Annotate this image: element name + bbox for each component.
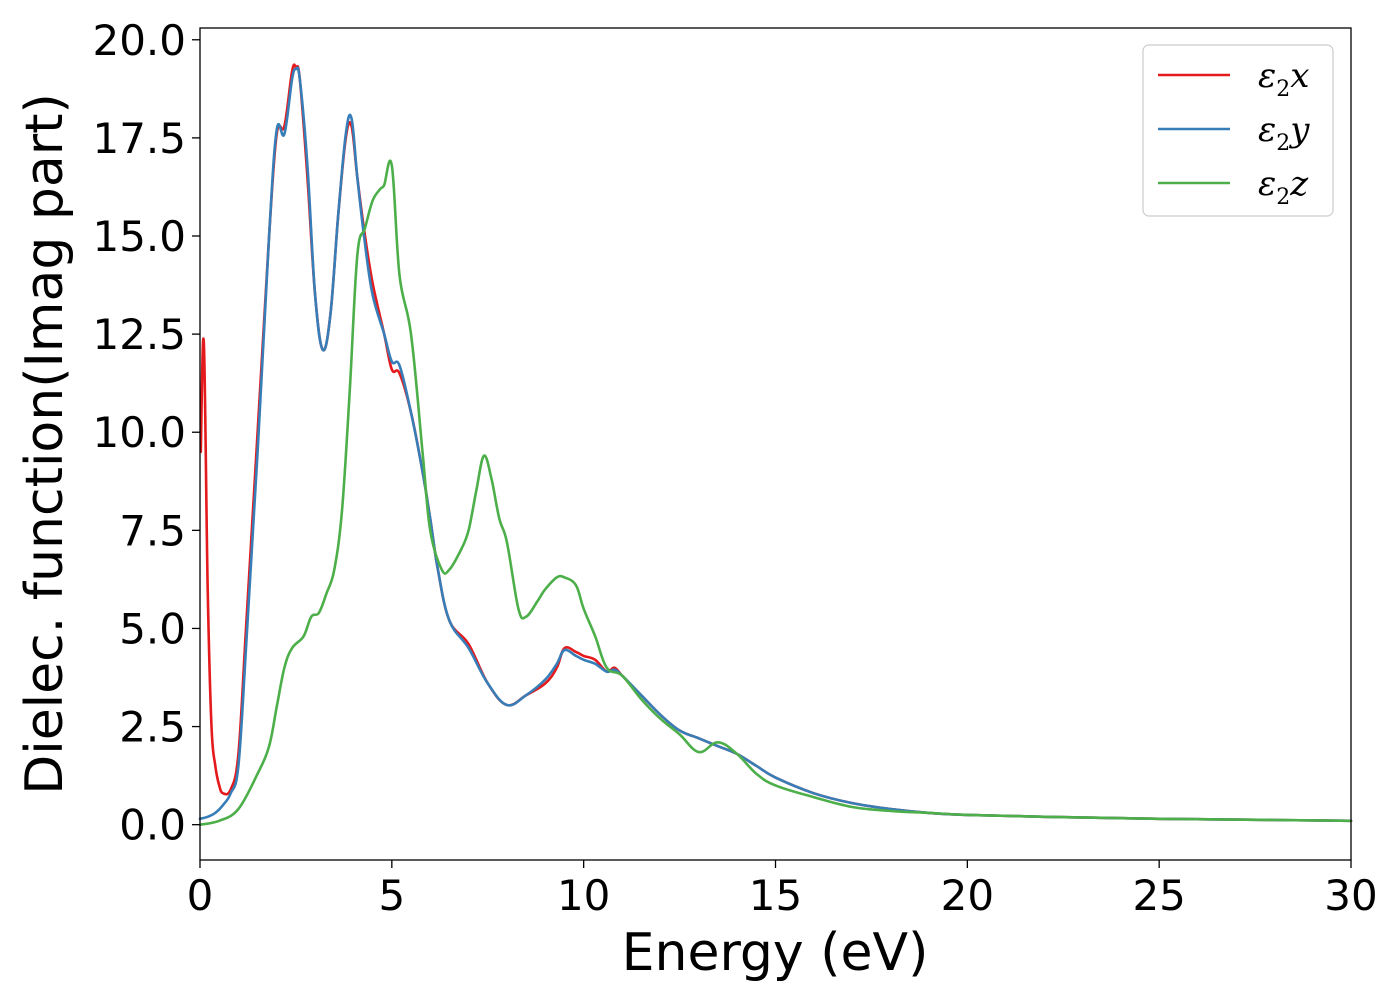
y-axis-label: Dielec. function(Imag part) <box>15 93 75 795</box>
legend-box <box>1142 44 1334 217</box>
y-tick-label: 20.0 <box>92 16 186 65</box>
x-axis-ticks: 0 5 10 15 20 25 30 <box>187 860 1378 920</box>
x-tick-label: 0 <box>187 871 214 920</box>
y-tick-label: 7.5 <box>119 506 186 555</box>
x-tick-label: 25 <box>1132 871 1185 920</box>
x-tick-label: 10 <box>557 871 610 920</box>
y-tick-label: 17.5 <box>92 114 186 163</box>
y-tick-label: 0.0 <box>119 801 186 850</box>
series-line-z <box>198 159 1353 826</box>
legend-label-y: ε2y <box>1258 110 1310 156</box>
y-tick-label: 12.5 <box>92 310 186 359</box>
series-layer <box>198 63 1353 826</box>
y-tick-label: 10.0 <box>92 408 186 457</box>
legend-label-z: ε2z <box>1258 164 1309 210</box>
x-axis-label: Energy (eV) <box>622 923 929 983</box>
y-tick-label: 5.0 <box>119 604 186 653</box>
x-tick-label: 5 <box>378 871 405 920</box>
x-tick-label: 15 <box>749 871 802 920</box>
x-tick-label: 30 <box>1324 871 1377 920</box>
y-tick-label: 2.5 <box>119 703 186 752</box>
legend-label-x: ε2x <box>1258 56 1309 102</box>
y-axis-ticks: 0.0 2.5 5.0 7.5 10.0 12.5 15.0 17.5 20.0 <box>92 16 200 850</box>
x-tick-label: 20 <box>941 871 994 920</box>
y-tick-label: 15.0 <box>92 212 186 261</box>
series-line-y <box>198 66 1353 823</box>
legend: ε2x ε2y ε2z <box>1142 44 1334 217</box>
